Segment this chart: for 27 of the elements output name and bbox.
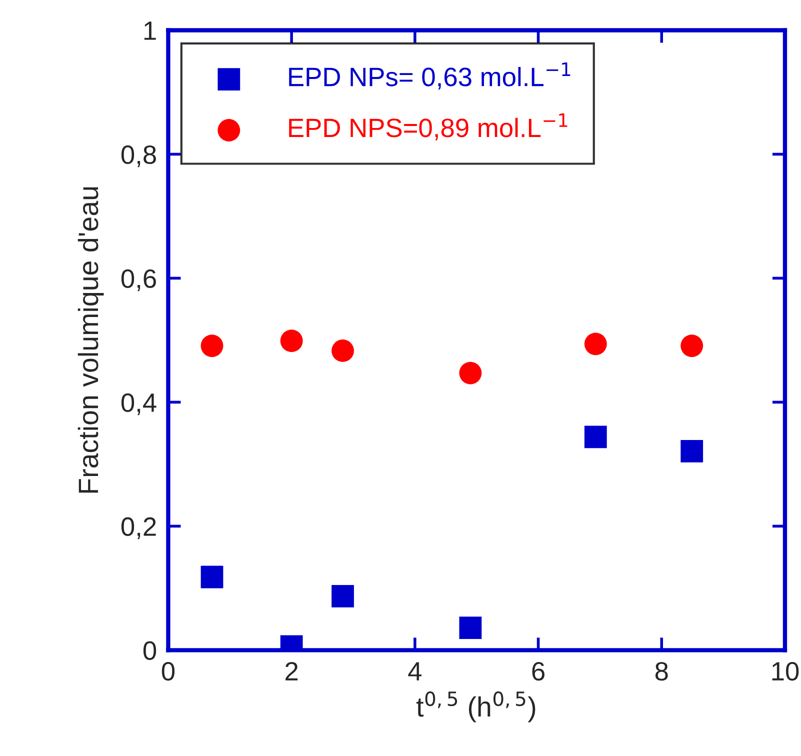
y-tick-label: 0,8 bbox=[121, 145, 156, 168]
point bbox=[200, 334, 224, 357]
x-tick-label: 10 bbox=[772, 662, 799, 681]
x-tick-label: 6 bbox=[532, 662, 544, 681]
legend-label: EPD NPS=0,89 mol.L$^{−1}$ bbox=[289, 113, 568, 140]
x-tick-label: 0 bbox=[162, 662, 175, 681]
y-tick-label: 0 bbox=[143, 641, 156, 660]
x-axis-title: t$^{0,5}$ (h$^{0,5}$) bbox=[416, 691, 536, 722]
x-tick-label: 2 bbox=[286, 662, 298, 680]
point bbox=[584, 332, 607, 356]
point bbox=[200, 566, 224, 588]
point bbox=[459, 362, 482, 384]
point bbox=[332, 340, 354, 362]
point bbox=[680, 440, 704, 462]
point bbox=[459, 616, 482, 640]
y-tick-label: 0,4 bbox=[121, 393, 156, 416]
y-axis-title: Fraction volumique d'eau bbox=[78, 187, 104, 493]
legend-label: EPD NPs= 0,63 mol.L$^{−1}$ bbox=[289, 62, 570, 90]
point bbox=[584, 426, 607, 448]
point bbox=[332, 585, 354, 608]
point bbox=[680, 334, 704, 357]
x-tick-label: 8 bbox=[655, 662, 668, 681]
y-tick-label: 0,6 bbox=[121, 269, 156, 292]
point bbox=[280, 330, 303, 352]
x-tick-label: 4 bbox=[408, 662, 422, 680]
y-tick-label: 0,2 bbox=[121, 517, 156, 540]
y-tick-label: 1 bbox=[144, 22, 156, 40]
